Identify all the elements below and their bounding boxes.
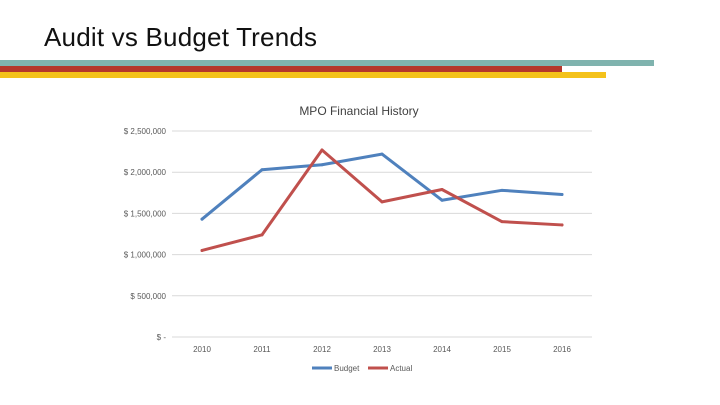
y-tick-label: $ 1,500,000 bbox=[124, 209, 167, 218]
y-tick-label: $ 1,000,000 bbox=[124, 251, 167, 260]
x-tick-label: 2016 bbox=[553, 345, 571, 354]
y-tick-label: $ 2,500,000 bbox=[124, 127, 167, 136]
data-point-actual bbox=[560, 223, 564, 227]
chart-gridlines bbox=[172, 130, 592, 338]
x-tick-label: 2011 bbox=[253, 345, 271, 354]
chart-series bbox=[200, 148, 564, 252]
y-tick-label: $ 2,000,000 bbox=[124, 168, 167, 177]
x-tick-label: 2013 bbox=[373, 345, 391, 354]
accent-bar-teal bbox=[0, 60, 654, 66]
data-point-budget bbox=[440, 198, 444, 202]
data-point-actual bbox=[500, 220, 504, 224]
series-line-budget bbox=[200, 152, 564, 221]
series-line-actual bbox=[200, 148, 564, 252]
slide-title: Audit vs Budget Trends bbox=[44, 22, 318, 52]
chart-title: MPO Financial History bbox=[299, 104, 418, 118]
data-point-budget bbox=[200, 217, 204, 221]
y-axis: $ - $ 500,000 $ 1,000,000 $ 1,500,000 $ 2,00… bbox=[124, 127, 167, 342]
legend-label-actual: Actual bbox=[390, 364, 412, 373]
data-point-budget bbox=[260, 168, 264, 172]
data-point-actual bbox=[200, 248, 204, 252]
data-point-budget bbox=[560, 192, 564, 196]
legend-label-budget: Budget bbox=[334, 364, 360, 373]
y-tick-label: $ 500,000 bbox=[130, 292, 166, 301]
y-tick-label: $ - bbox=[157, 333, 167, 342]
x-tick-label: 2012 bbox=[313, 345, 331, 354]
data-point-actual bbox=[440, 188, 444, 192]
x-tick-label: 2010 bbox=[193, 345, 211, 354]
x-tick-label: 2015 bbox=[493, 345, 511, 354]
accent-bar-yellow bbox=[0, 72, 606, 78]
data-point-budget bbox=[320, 163, 324, 167]
accent-bar-red bbox=[0, 66, 562, 72]
data-point-actual bbox=[260, 233, 264, 237]
data-point-budget bbox=[500, 188, 504, 192]
data-point-actual bbox=[320, 148, 324, 152]
x-axis: 2010 2011 2012 2013 2014 2015 2016 bbox=[193, 345, 571, 354]
x-tick-label: 2014 bbox=[433, 345, 451, 354]
chart-legend: Budget Actual bbox=[312, 364, 412, 373]
data-point-budget bbox=[380, 152, 384, 156]
data-point-actual bbox=[380, 200, 384, 204]
